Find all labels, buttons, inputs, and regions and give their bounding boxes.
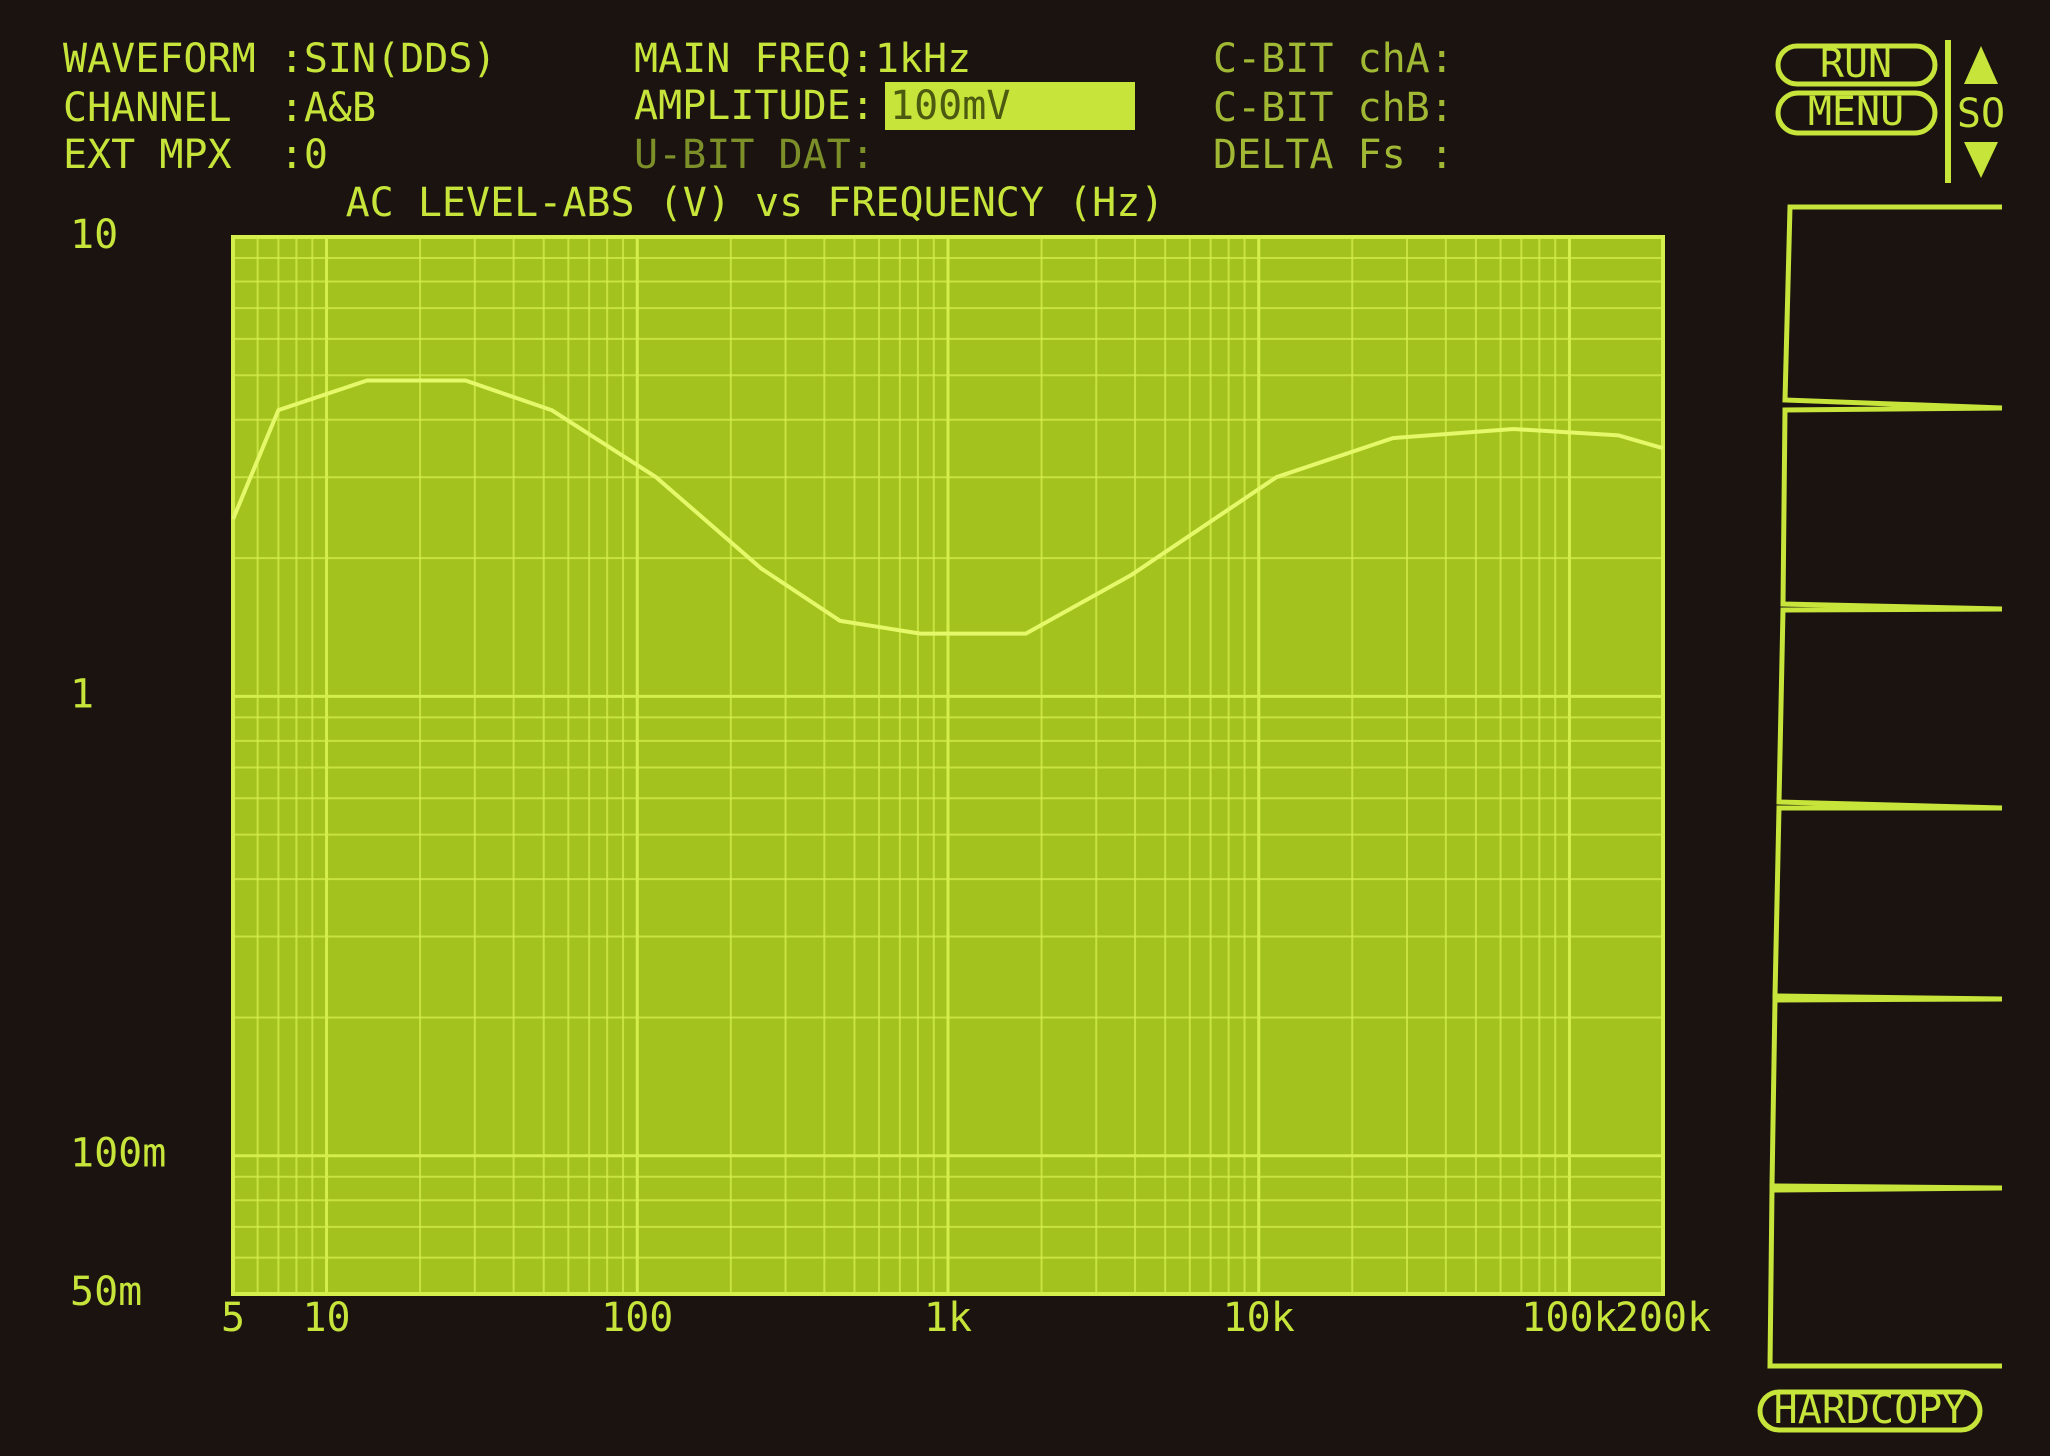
- hardcopy-button[interactable]: [1757, 1389, 1983, 1433]
- u-bit: U-BIT DAT:: [634, 132, 875, 178]
- softkey-6[interactable]: [1767, 1185, 2003, 1369]
- y-tick-label: 10: [70, 212, 118, 258]
- scroll-up[interactable]: [1964, 46, 1998, 84]
- menu-label[interactable]: MENU: [1808, 89, 1904, 135]
- ext-mpx: EXT MPX :0: [63, 132, 328, 178]
- x-tick-label: 10: [302, 1295, 350, 1341]
- x-tick-label: 10k: [1223, 1295, 1295, 1341]
- amplitude-highlight[interactable]: [885, 82, 1135, 130]
- amplitude-label: AMPLITUDE:: [634, 83, 875, 129]
- waveform: WAVEFORM :SIN(DDS): [63, 36, 496, 82]
- plot-border: [231, 235, 1665, 1296]
- x-tick-label: 200k: [1615, 1295, 1711, 1341]
- delta-fs: DELTA Fs :: [1213, 132, 1454, 178]
- x-tick-label: 5: [221, 1295, 245, 1341]
- channel: CHANNEL :A&B: [63, 85, 376, 131]
- scroll-down[interactable]: [1964, 142, 1998, 178]
- menu-button[interactable]: [1775, 90, 1938, 136]
- hardcopy-label[interactable]: HARDCOPY: [1774, 1387, 1967, 1433]
- x-tick-label: 100k: [1521, 1295, 1617, 1341]
- softkey-2[interactable]: [1780, 405, 2003, 612]
- x-tick-label: 100: [601, 1295, 673, 1341]
- level-trace: [231, 378, 1664, 636]
- run-label[interactable]: RUN: [1820, 41, 1892, 87]
- c-bit-b: C-BIT chB:: [1213, 85, 1454, 131]
- c-bit-a: C-BIT chA:: [1213, 36, 1454, 82]
- softkey-1[interactable]: [1782, 204, 2003, 411]
- x-tick-label: 1k: [924, 1295, 972, 1341]
- softkey-3[interactable]: [1776, 606, 2003, 811]
- so-label: SO: [1957, 91, 2005, 137]
- y-tick-label: 100m: [70, 1131, 166, 1177]
- main-freq: MAIN FREQ:1kHz: [634, 36, 971, 82]
- chart-title: AC LEVEL-ABS (V) vs FREQUENCY (Hz): [346, 180, 1165, 226]
- softkey-panel: [1767, 204, 2003, 1369]
- amplitude-value[interactable]: 100mV: [890, 83, 1010, 129]
- run-button[interactable]: [1775, 43, 1938, 87]
- y-tick-label: 50m: [70, 1269, 142, 1315]
- y-tick-label: 1: [70, 671, 94, 717]
